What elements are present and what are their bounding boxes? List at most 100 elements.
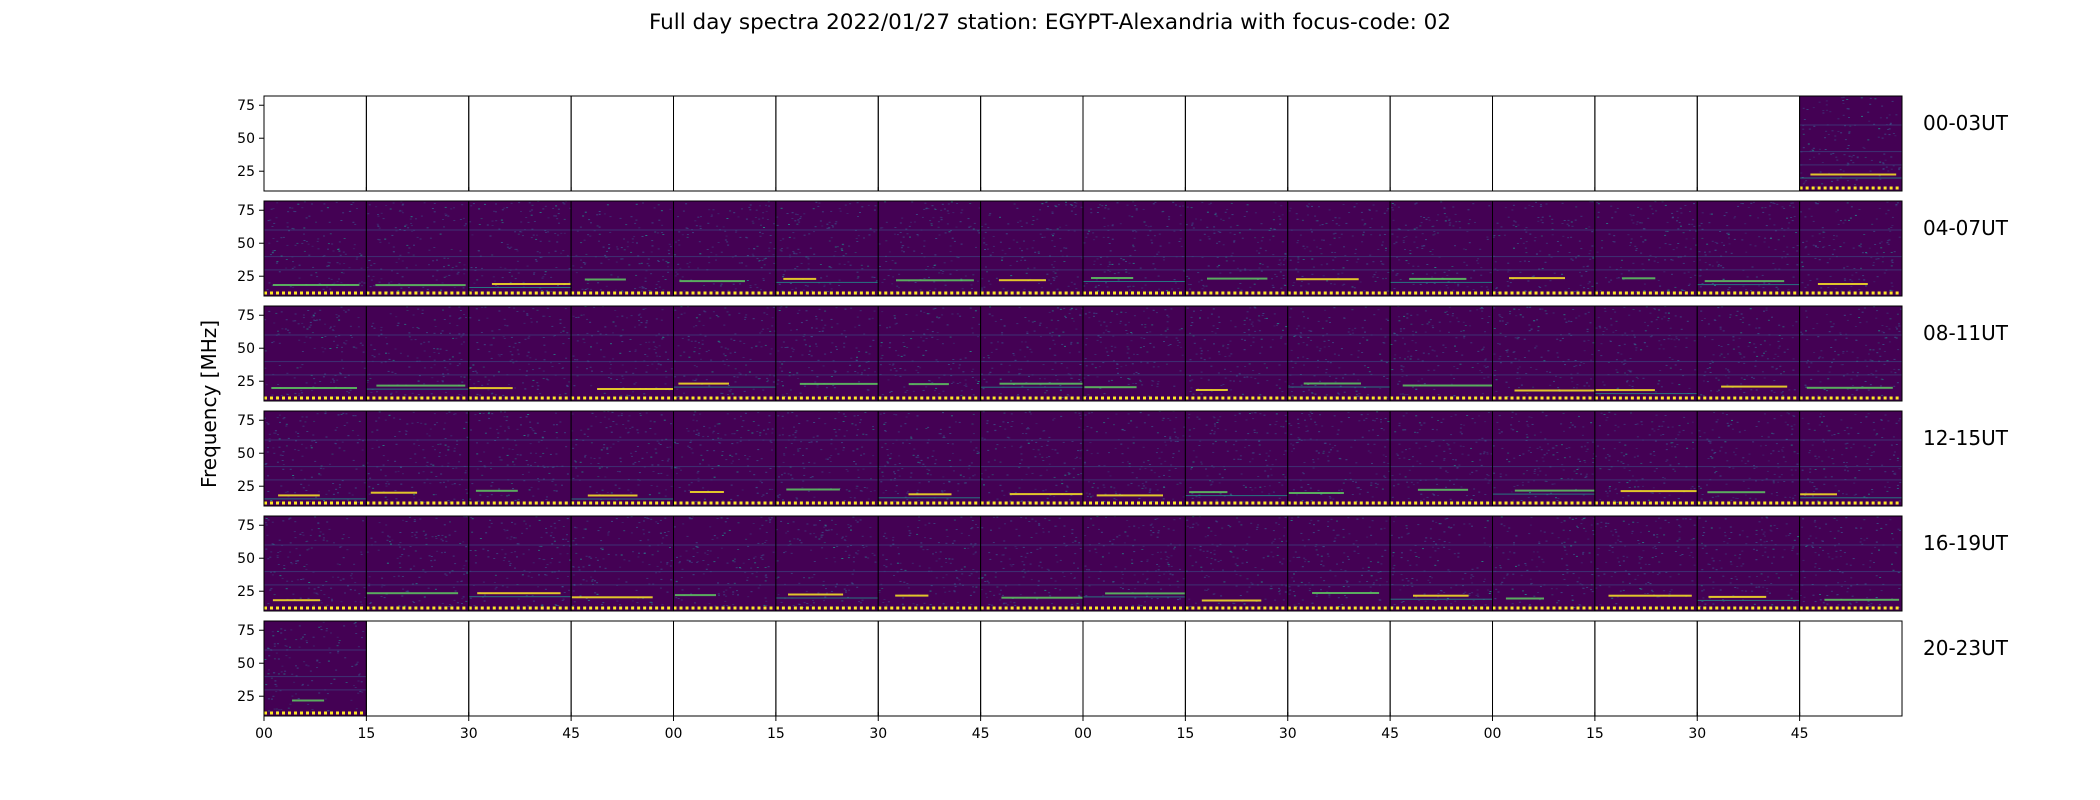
spectrum-noise <box>1669 244 1672 246</box>
spectrum-noise <box>1052 277 1055 279</box>
spectrum-noise <box>855 347 858 349</box>
spectrum-noise <box>1307 283 1310 285</box>
spectrum-noise <box>1177 288 1180 290</box>
spectrum-noise <box>1199 219 1202 221</box>
spectrum-noise <box>1074 205 1077 207</box>
spectrum-line <box>980 374 1083 376</box>
spectrum-noise <box>644 288 647 290</box>
spectrum-noise <box>781 290 784 292</box>
spectrum-noise <box>1837 209 1839 211</box>
spectrum-noise <box>1291 383 1294 385</box>
spectrum-noise <box>1811 149 1814 151</box>
spectrum-noise <box>369 286 372 288</box>
spectrum-noise <box>339 254 342 256</box>
spectrum-noise <box>1855 389 1858 391</box>
spectrum-noise <box>1198 281 1200 283</box>
spectrum-noise <box>1350 354 1353 356</box>
spectrum-noise <box>412 314 415 316</box>
spectrum-noise <box>793 237 796 239</box>
spectrum-noise <box>1159 245 1162 247</box>
spectrum-noise <box>417 380 420 382</box>
spectrum-noise <box>1094 354 1097 355</box>
spectrum-noise <box>385 337 388 339</box>
spectrum-noise <box>338 250 341 252</box>
spectrum-noise <box>932 217 935 219</box>
spectrum-noise <box>1634 344 1637 346</box>
spectrum-noise <box>716 225 719 227</box>
spectrum-noise <box>1307 317 1309 319</box>
spectrum-noise <box>648 348 651 350</box>
spectrum-noise <box>715 254 718 256</box>
spectrum-noise <box>1803 181 1806 183</box>
spectrum-noise <box>1570 373 1573 375</box>
spectrum-noise <box>781 248 783 249</box>
spectrum-noise <box>621 290 624 292</box>
spectrum-noise <box>434 326 437 327</box>
spectrum-noise <box>1009 265 1012 266</box>
spectrum-noise <box>1095 279 1098 281</box>
spectrum-noise <box>1699 275 1702 277</box>
spectrum-noise <box>1779 365 1782 367</box>
spectrum-noise <box>1410 314 1413 316</box>
spectrum-noise <box>435 396 438 398</box>
spectrum-noise <box>308 215 311 217</box>
spectrum-noise <box>545 231 547 233</box>
spectrum-noise <box>657 204 660 206</box>
spectrum-noise <box>977 280 979 282</box>
spectrum-noise <box>531 204 534 206</box>
spectrum-noise <box>1407 262 1410 264</box>
spectrum-noise <box>1362 336 1365 338</box>
spectrum-noise <box>789 389 792 391</box>
spectrum-noise <box>922 354 925 356</box>
spectrum-noise <box>1083 242 1086 244</box>
spectrum-noise <box>1543 360 1546 362</box>
spectrum-noise <box>458 394 461 395</box>
spectrum-noise <box>1769 344 1772 346</box>
spectrum-noise <box>443 276 446 278</box>
spectrum-noise <box>1299 234 1302 236</box>
spectrum-line <box>1287 334 1391 336</box>
spectrum-noise <box>1297 325 1300 327</box>
spectrum-noise <box>491 330 494 332</box>
spectrum-noise <box>1610 279 1613 281</box>
spectrum-noise <box>1524 247 1527 249</box>
spectrum-noise <box>1338 237 1341 239</box>
spectrum-noise <box>1679 207 1682 209</box>
spectrum-noise <box>606 204 609 206</box>
spectrum-noise <box>910 221 912 223</box>
spectrum-noise <box>710 214 713 216</box>
spectrum-noise <box>1415 202 1418 204</box>
spectrum-noise <box>1100 324 1102 326</box>
spectrum-noise <box>1567 219 1570 221</box>
spectrum-noise <box>1700 222 1703 224</box>
spectrogram-bg <box>1185 306 1288 401</box>
spectrum-noise <box>1622 363 1625 365</box>
spectrum-noise <box>1754 360 1757 362</box>
spectrum-noise <box>828 221 831 223</box>
spectrum-noise <box>1666 290 1669 292</box>
spectrum-noise <box>1738 337 1741 339</box>
spectrum-noise <box>1787 289 1790 291</box>
spectrum-noise <box>430 367 433 369</box>
spectrum-noise <box>1477 262 1480 264</box>
spectrum-noise <box>275 312 278 314</box>
spectrum-noise <box>1723 356 1726 358</box>
spectrum-noise <box>1370 234 1373 236</box>
spectrum-noise <box>964 379 967 381</box>
spectrum-noise <box>1179 370 1182 372</box>
spectrum-noise <box>1613 235 1616 237</box>
spectrum-noise <box>1821 162 1824 163</box>
spectrum-noise <box>1311 231 1313 233</box>
spectrum-noise <box>694 220 697 222</box>
spectrum-noise <box>1644 321 1646 323</box>
spectrum-noise <box>1727 234 1730 236</box>
spectrum-noise <box>1324 384 1327 386</box>
spectrum-noise <box>327 261 330 263</box>
spectrum-noise <box>1049 348 1052 350</box>
spectrum-noise <box>1229 272 1232 274</box>
spectrum-noise <box>584 289 587 290</box>
spectrum-noise <box>1567 237 1570 239</box>
spectrum-noise <box>799 216 802 218</box>
spectrum-noise <box>1773 203 1776 205</box>
spectrum-line <box>1492 361 1595 363</box>
